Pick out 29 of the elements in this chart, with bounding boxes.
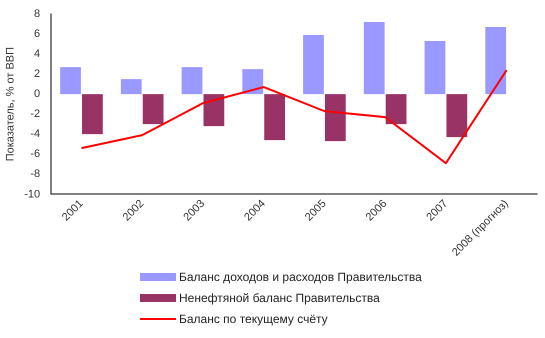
y-tick-label: -6 (30, 148, 40, 160)
bar (446, 94, 468, 138)
bar (182, 67, 202, 94)
bar (485, 27, 506, 94)
bar (242, 69, 264, 94)
legend-label: Ненефтяной баланс Правительства (179, 290, 380, 304)
y-tick-label: 0 (34, 88, 40, 100)
bar (386, 94, 406, 124)
y-tick-label: -2 (30, 108, 40, 120)
bar (264, 94, 285, 140)
legend-label: Баланс доходов и расходов Правительства (179, 270, 422, 284)
y-tick-label: -8 (30, 168, 40, 180)
bar (424, 41, 446, 94)
bar (303, 35, 324, 94)
y-tick-label: 4 (34, 48, 40, 60)
y-axis-title: Показатель, % от ВВП (4, 46, 17, 162)
bar (364, 22, 385, 94)
y-tick-label: -10 (24, 188, 40, 200)
bar (324, 94, 346, 142)
legend-label: Баланс по текущему счёту (179, 312, 328, 326)
bar (203, 94, 224, 126)
bar (142, 94, 164, 124)
y-tick-label: 2 (34, 68, 40, 80)
y-tick-label: 6 (34, 28, 40, 40)
y-tick-label: 8 (34, 8, 40, 20)
bar (60, 67, 81, 94)
y-tick-label: -4 (30, 128, 40, 140)
bar (120, 79, 142, 94)
bar (82, 94, 103, 134)
